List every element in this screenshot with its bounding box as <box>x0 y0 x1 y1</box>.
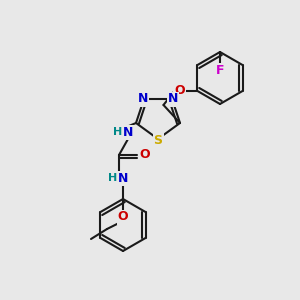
Text: N: N <box>168 92 178 106</box>
Text: H: H <box>113 127 123 137</box>
Text: O: O <box>140 148 150 161</box>
Text: N: N <box>138 92 148 106</box>
Text: O: O <box>174 85 185 98</box>
Text: H: H <box>108 173 118 183</box>
Text: O: O <box>118 211 128 224</box>
Text: S: S <box>154 134 163 146</box>
Text: N: N <box>123 125 133 139</box>
Text: F: F <box>216 64 224 76</box>
Text: N: N <box>118 172 128 184</box>
